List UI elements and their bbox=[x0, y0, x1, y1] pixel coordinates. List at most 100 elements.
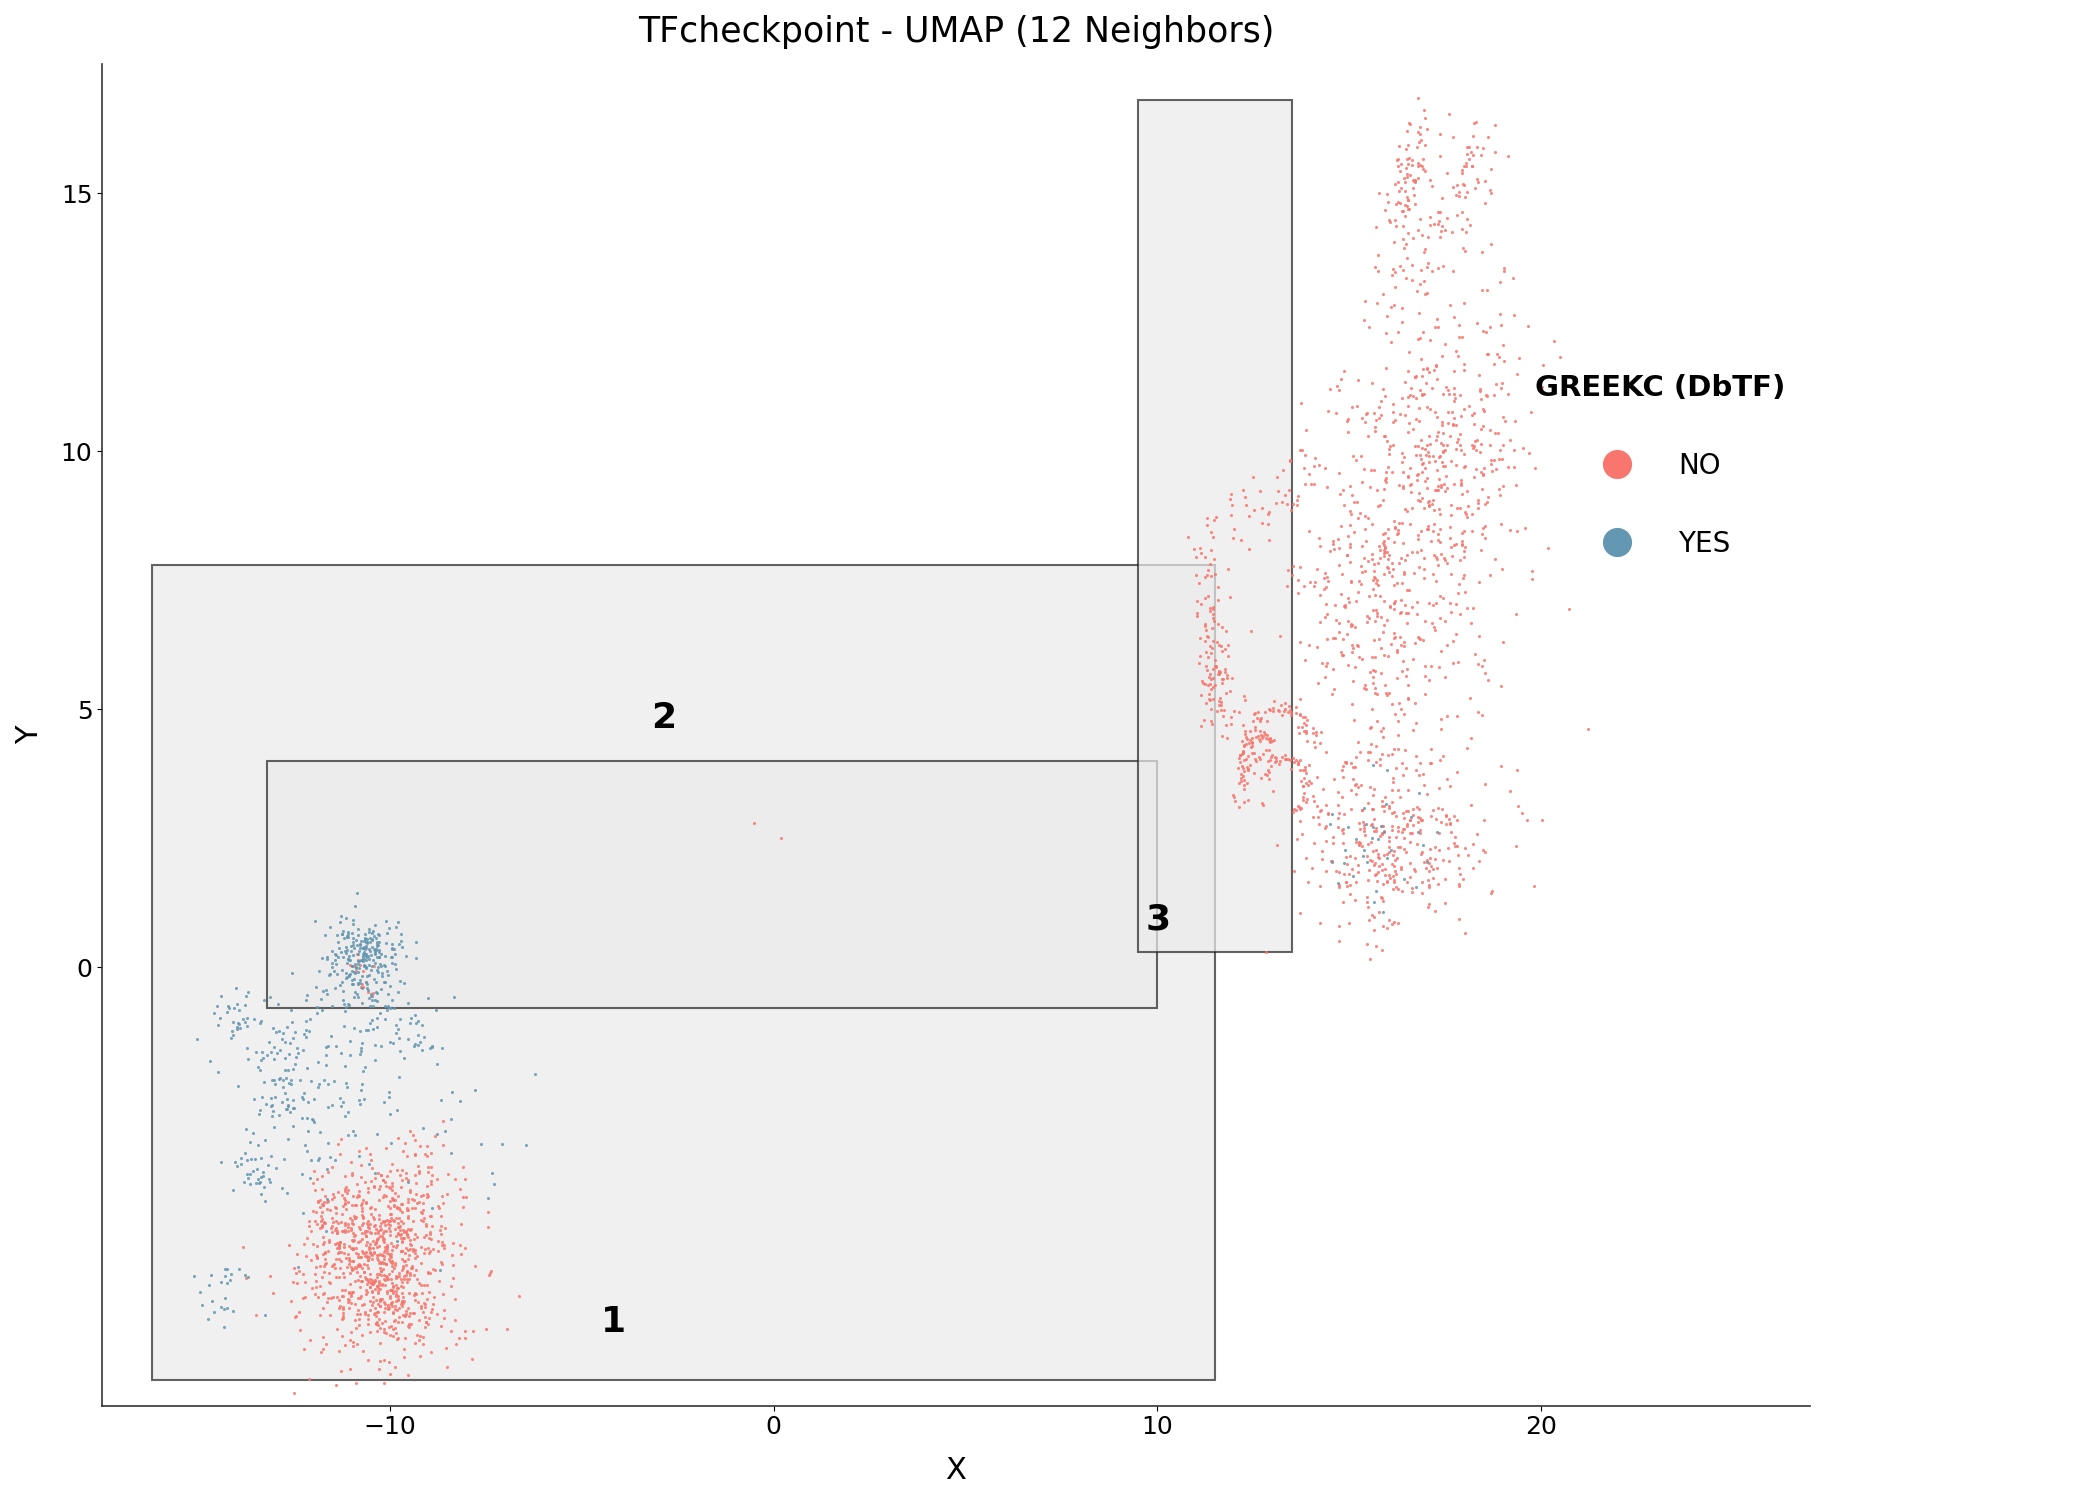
Point bbox=[1418, 498, 1451, 522]
Point bbox=[416, 1298, 449, 1322]
Point bbox=[422, 1196, 456, 1219]
Point bbox=[1392, 578, 1426, 602]
Point bbox=[315, 1286, 349, 1310]
Point bbox=[300, 1212, 334, 1236]
Point bbox=[380, 1236, 414, 1260]
Point bbox=[1231, 771, 1264, 795]
Point bbox=[1310, 399, 1344, 423]
Point bbox=[1382, 778, 1415, 802]
Point bbox=[361, 945, 395, 969]
Point bbox=[380, 1298, 414, 1322]
Point bbox=[384, 921, 418, 945]
Point bbox=[1472, 342, 1506, 366]
Point bbox=[405, 1294, 439, 1318]
Point bbox=[346, 972, 380, 996]
Point bbox=[1430, 433, 1464, 457]
Point bbox=[334, 1218, 367, 1242]
Point bbox=[271, 1059, 304, 1083]
Point bbox=[334, 1206, 367, 1230]
Point bbox=[1436, 219, 1470, 243]
Point bbox=[1388, 840, 1422, 864]
Point bbox=[344, 932, 378, 956]
Point bbox=[399, 1032, 433, 1056]
Point bbox=[271, 1126, 304, 1150]
Point bbox=[1403, 482, 1436, 506]
Point bbox=[296, 1276, 330, 1300]
Y-axis label: Y: Y bbox=[15, 726, 44, 744]
Point bbox=[344, 1191, 378, 1215]
Point bbox=[1378, 910, 1411, 934]
Point bbox=[1474, 453, 1508, 477]
Point bbox=[363, 954, 397, 978]
Point bbox=[1260, 746, 1294, 770]
Point bbox=[388, 1236, 422, 1260]
Point bbox=[1457, 465, 1491, 489]
Point bbox=[1254, 726, 1287, 750]
Point bbox=[1287, 705, 1321, 729]
Point bbox=[1254, 754, 1287, 778]
Point bbox=[346, 954, 380, 978]
Point bbox=[1228, 688, 1262, 712]
Point bbox=[1483, 438, 1516, 462]
Point bbox=[1405, 224, 1439, 248]
Point bbox=[403, 1161, 437, 1185]
Point bbox=[1222, 746, 1256, 770]
Point bbox=[1250, 738, 1283, 762]
Point bbox=[1464, 376, 1497, 400]
Point bbox=[1350, 400, 1384, 424]
Point bbox=[403, 1160, 437, 1184]
Point bbox=[1376, 692, 1409, 715]
Point bbox=[330, 1191, 363, 1215]
Point bbox=[384, 928, 418, 952]
Point bbox=[1338, 888, 1371, 912]
Point bbox=[1451, 495, 1485, 519]
Point bbox=[1436, 831, 1470, 855]
Point bbox=[1363, 534, 1397, 558]
Point bbox=[1264, 704, 1298, 728]
Point bbox=[1363, 853, 1397, 877]
Point bbox=[332, 948, 365, 972]
Point bbox=[1224, 768, 1258, 792]
Point bbox=[428, 1236, 462, 1260]
Point bbox=[1407, 627, 1441, 651]
Point bbox=[410, 1310, 443, 1334]
Point bbox=[1357, 552, 1390, 576]
Point bbox=[1407, 762, 1441, 786]
Point bbox=[1247, 720, 1281, 744]
Point bbox=[1283, 630, 1317, 654]
Point bbox=[346, 1293, 380, 1317]
Point bbox=[374, 1245, 407, 1269]
Point bbox=[1340, 772, 1373, 796]
Point bbox=[1497, 438, 1531, 462]
Point bbox=[1210, 726, 1243, 750]
Point bbox=[326, 1210, 359, 1234]
Point bbox=[1350, 932, 1384, 956]
Point bbox=[195, 1263, 229, 1287]
Point bbox=[1430, 160, 1464, 184]
Point bbox=[1407, 382, 1441, 406]
Point bbox=[368, 1220, 401, 1244]
Point bbox=[1350, 610, 1384, 634]
Point bbox=[393, 1232, 426, 1256]
Point bbox=[1411, 516, 1445, 540]
Point bbox=[332, 944, 365, 968]
Point bbox=[242, 1102, 275, 1126]
Point bbox=[332, 1212, 365, 1236]
Point bbox=[1388, 800, 1422, 824]
Point bbox=[361, 1263, 395, 1287]
Point bbox=[1460, 135, 1493, 159]
Point bbox=[286, 1162, 319, 1186]
Point bbox=[319, 942, 353, 966]
Point bbox=[374, 1251, 407, 1275]
Point bbox=[1426, 849, 1460, 873]
Point bbox=[319, 942, 353, 966]
Point bbox=[1478, 372, 1512, 396]
Point bbox=[368, 1310, 401, 1334]
Point bbox=[1495, 267, 1529, 291]
Point bbox=[370, 1208, 403, 1231]
Point bbox=[321, 1296, 355, 1320]
Point bbox=[328, 1264, 361, 1288]
Point bbox=[330, 924, 363, 948]
Point bbox=[1401, 135, 1434, 159]
Point bbox=[1359, 861, 1392, 885]
